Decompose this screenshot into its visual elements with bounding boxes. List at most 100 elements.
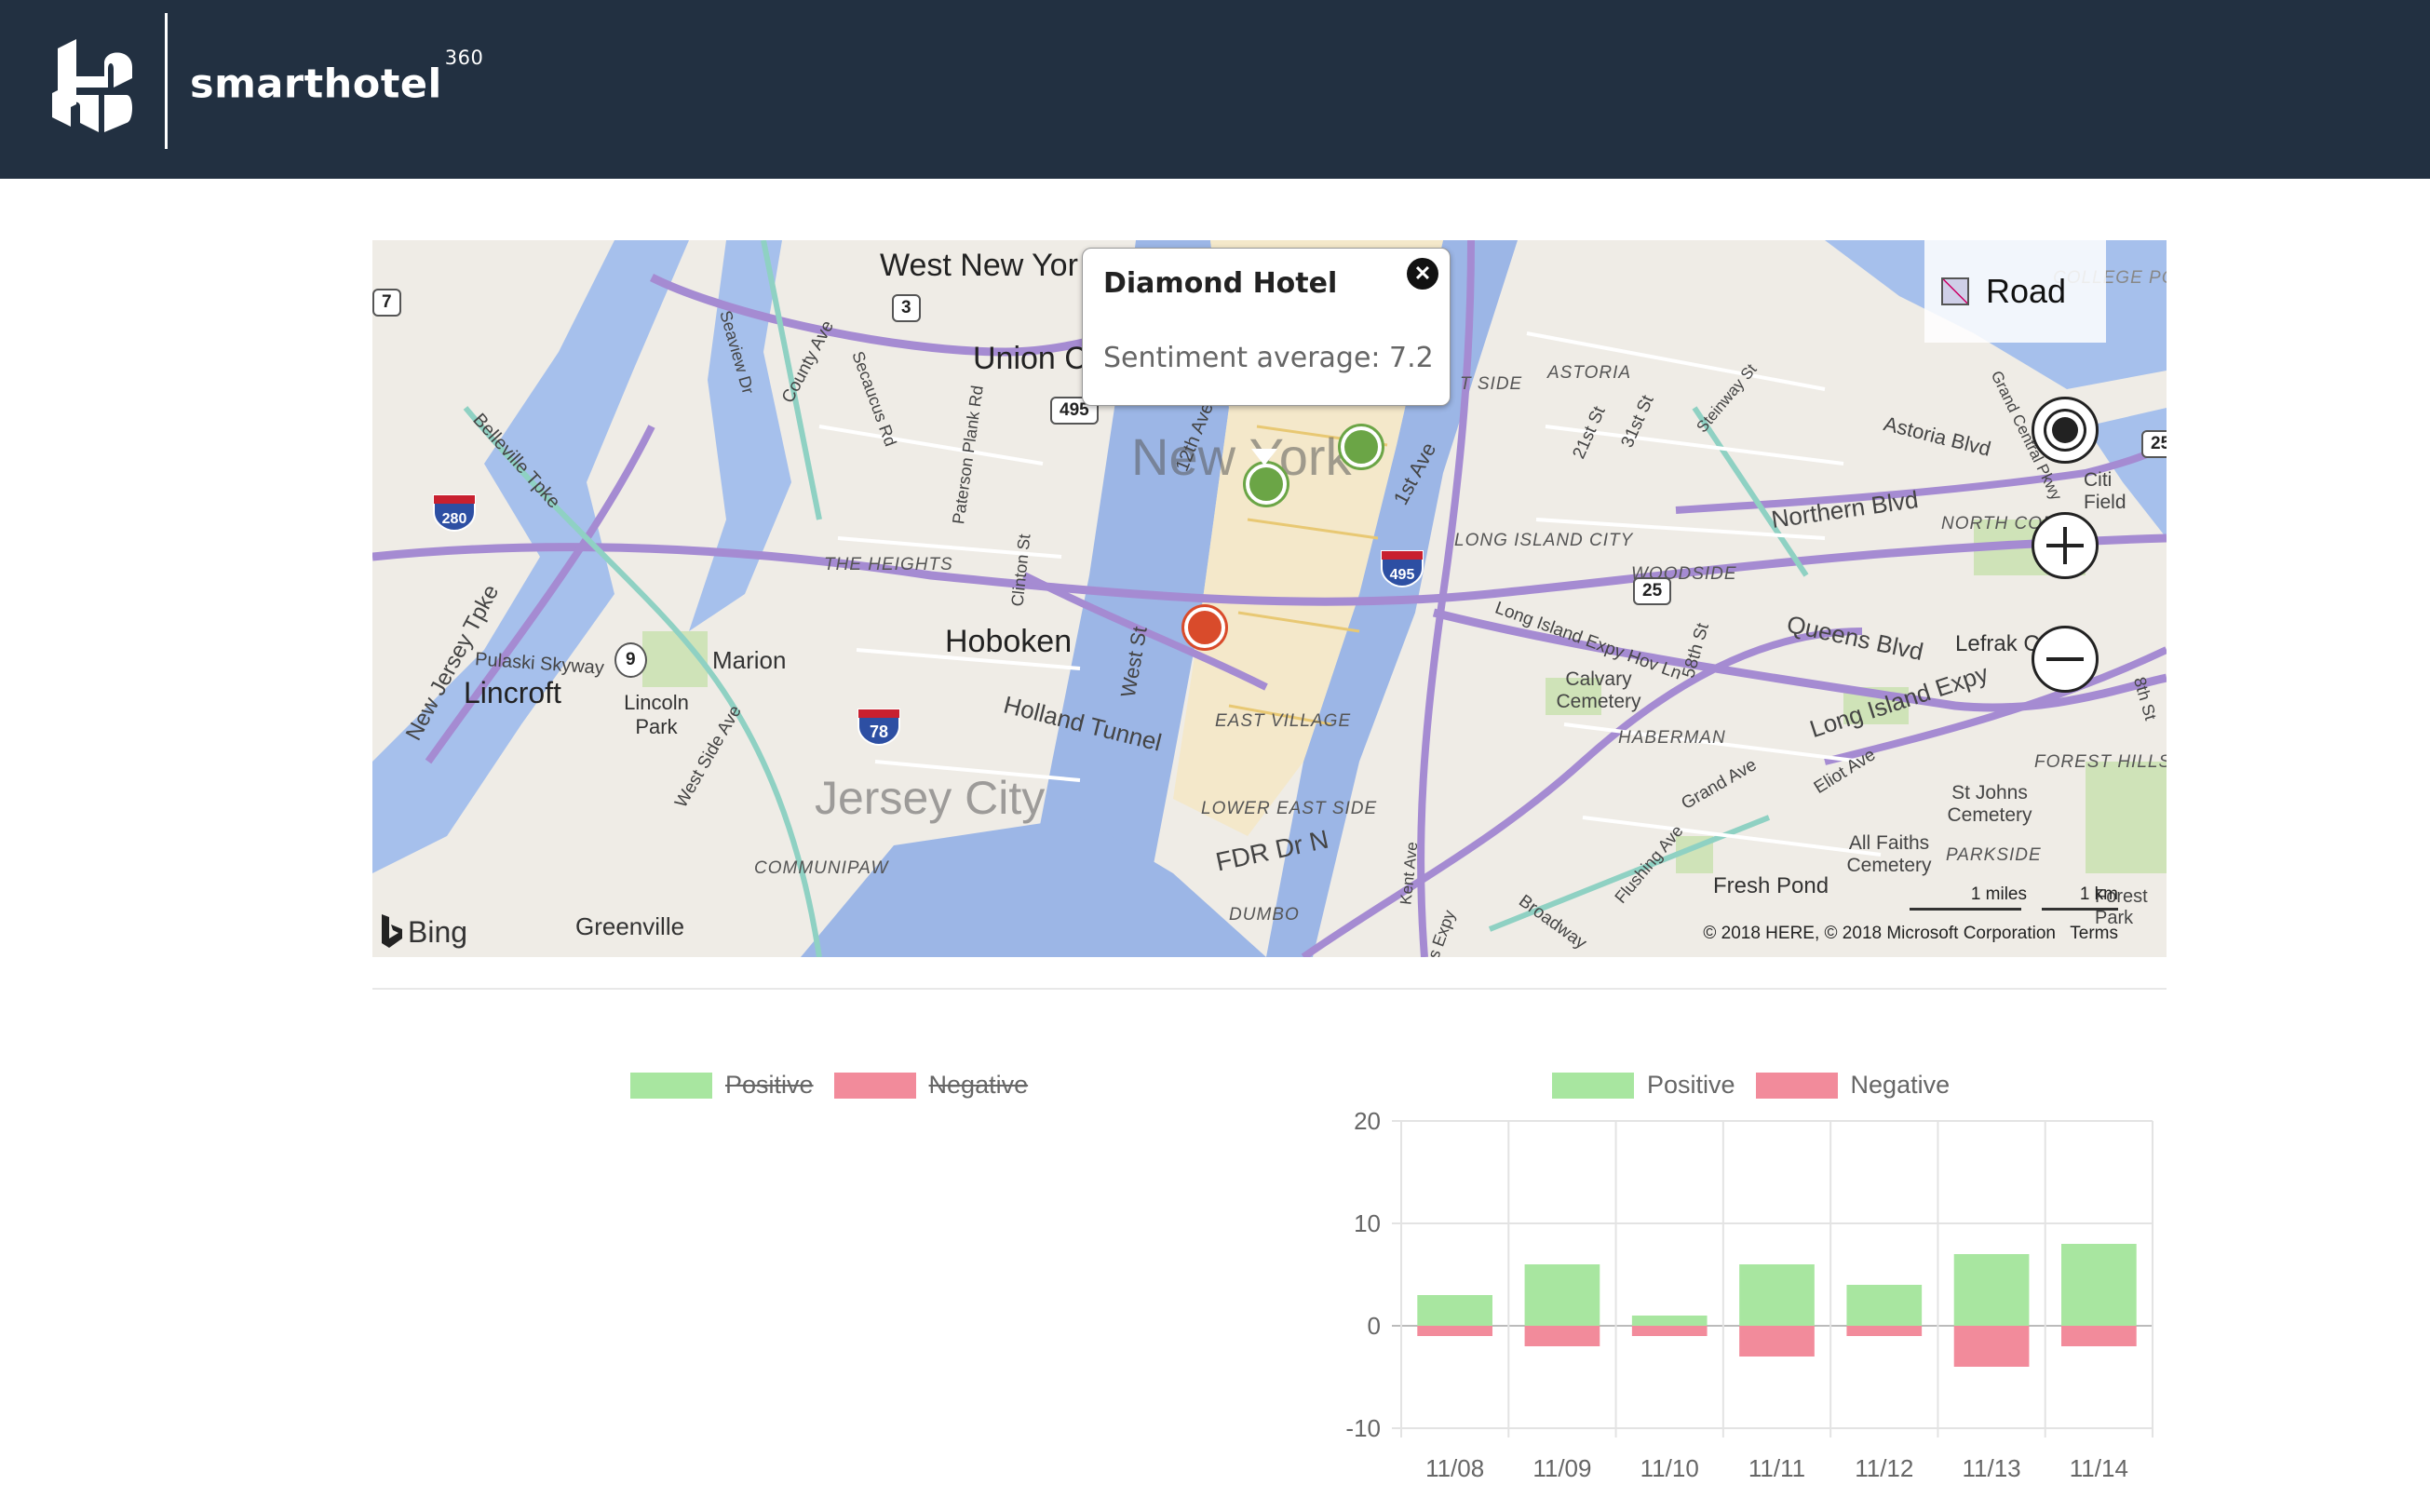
route-shield-25-edge: 25: [2141, 430, 2167, 458]
section-divider: [372, 988, 2167, 990]
bar-negative-11-08[interactable]: [1417, 1326, 1492, 1336]
sentiment-bar-chart: -10 0 10 20 11/08 11/09 11/10 11/11 11/12 11/13 11…: [1345, 1107, 2153, 1482]
bar-negative-11-13[interactable]: [1953, 1326, 2030, 1367]
route-shield-3: 3: [892, 294, 921, 322]
legend-label-negative-right[interactable]: Negative: [1850, 1071, 1951, 1099]
bing-icon: [382, 914, 402, 948]
zoom-in-button[interactable]: [2032, 512, 2099, 579]
x-tick-label: 11/10: [1640, 1454, 1699, 1482]
map-style-toggle[interactable]: Road: [1924, 240, 2106, 343]
scale-bar-miles: [1910, 908, 2021, 911]
bar-positive-11-13[interactable]: [1953, 1254, 2030, 1326]
interstate-495-label: 495: [1390, 567, 1415, 583]
interstate-280-icon: 280: [433, 494, 476, 533]
x-tick-label: 11/09: [1532, 1454, 1591, 1482]
map-label-jersey-city: Jersey City: [815, 772, 1046, 824]
bar-positive-11-11[interactable]: [1739, 1264, 1815, 1326]
map-label-lincroft: Lincroft: [464, 676, 561, 709]
route-shield-25: 25: [1633, 577, 1672, 605]
map-copyright: © 2018 HERE, © 2018 Microsoft Corporatio…: [1703, 924, 2118, 944]
map-label-calvary: Calvary Cemetery: [1556, 668, 1641, 712]
bar-positive-11-08[interactable]: [1417, 1295, 1492, 1326]
scale-km: 1 km: [2079, 884, 2118, 904]
x-tick-label: 11/11: [1748, 1454, 1805, 1482]
bar-positive-11-09[interactable]: [1524, 1264, 1600, 1326]
x-tick-label: 11/13: [1963, 1454, 2021, 1482]
smarthotel-logo-icon[interactable]: [48, 35, 136, 136]
brand-name: smarthotel360: [190, 47, 484, 108]
y-tick-label: 20: [1354, 1107, 1381, 1135]
copyright-text: © 2018 HERE, © 2018 Microsoft Corporatio…: [1703, 924, 2056, 943]
close-icon[interactable]: ✕: [1407, 258, 1438, 290]
locate-me-button[interactable]: [2032, 397, 2099, 464]
legend-label-negative[interactable]: Negative: [928, 1071, 1029, 1099]
map-label-lower-east-side: LOWER EAST SIDE: [1201, 799, 1378, 818]
map-label-new-york: New York: [1131, 427, 1352, 486]
map-label-long-island-city: LONG ISLAND CITY: [1454, 531, 1634, 550]
scale-miles: 1 miles: [1970, 884, 2027, 904]
map-label-lincoln-park: Lincoln Park: [624, 691, 689, 738]
interstate-78-icon: 78: [857, 709, 900, 747]
x-tick-label: 11/12: [1855, 1454, 1913, 1482]
bing-label: Bing: [408, 914, 468, 949]
map-label-lefrak: Lefrak C: [1955, 631, 2040, 656]
popup-title: Diamond Hotel: [1103, 267, 1338, 300]
sentiment-chart-legend: Positive Negative: [1552, 1071, 1950, 1100]
route-shield-9: 9: [614, 642, 647, 678]
map-label-marion: Marion: [712, 646, 787, 674]
popup-pointer: [1251, 449, 1277, 466]
legend-label-positive-right[interactable]: Positive: [1647, 1071, 1735, 1099]
map-label-haberman: HABERMAN: [1618, 728, 1726, 748]
bing-logo[interactable]: Bing: [380, 914, 467, 950]
interstate-78-label: 78: [870, 722, 888, 741]
hotel-pin-diamond[interactable]: [1246, 464, 1287, 505]
map-label-fresh-pond: Fresh Pond: [1713, 873, 1829, 898]
legend-swatch-positive[interactable]: [630, 1072, 712, 1099]
y-tick-label: -10: [1345, 1414, 1381, 1442]
locate-icon: [2052, 417, 2078, 443]
legend-swatch-negative[interactable]: [833, 1072, 916, 1099]
road-map-icon: [1941, 277, 1969, 305]
legend-swatch-positive-right[interactable]: [1552, 1072, 1634, 1099]
route-shield-7: 7: [372, 289, 401, 317]
bar-positive-11-12[interactable]: [1846, 1285, 1923, 1326]
y-tick-label: 0: [1368, 1312, 1381, 1340]
map-label-st-johns: St Johns Cemetery: [1947, 782, 2032, 826]
legend-swatch-negative-right[interactable]: [1755, 1072, 1838, 1099]
logo-divider: [165, 13, 168, 149]
bar-negative-11-12[interactable]: [1846, 1326, 1923, 1336]
hotel-pin-green[interactable]: [1341, 426, 1382, 467]
y-tick-label: 10: [1354, 1209, 1381, 1237]
hotel-pin-red[interactable]: [1184, 607, 1225, 648]
legend-label-positive[interactable]: Positive: [725, 1071, 814, 1099]
bar-positive-11-10[interactable]: [1631, 1316, 1708, 1326]
scale-bar-km: [2042, 908, 2118, 911]
zoom-out-button[interactable]: [2032, 626, 2099, 693]
interstate-495-icon: 495: [1381, 550, 1424, 588]
map-label-west-new-york: West New Yor: [880, 248, 1078, 283]
bar-negative-11-11[interactable]: [1739, 1326, 1815, 1357]
bar-negative-11-14[interactable]: [2061, 1326, 2137, 1346]
popup-sentiment: Sentiment average: 7.2: [1103, 342, 1434, 374]
map-label-astoria: ASTORIA: [1547, 363, 1632, 383]
map-label-communipaw: COMMUNIPAW: [754, 858, 889, 878]
map-label-north-corona: NORTH COR: [1941, 514, 2057, 533]
x-tick-label: 11/08: [1425, 1454, 1484, 1482]
bar-negative-11-09[interactable]: [1524, 1326, 1600, 1346]
bar-positive-11-14[interactable]: [2061, 1244, 2137, 1326]
bar-negative-11-10[interactable]: [1631, 1326, 1708, 1336]
x-tick-label: 11/14: [2070, 1454, 2128, 1482]
terms-link[interactable]: Terms: [2070, 924, 2118, 943]
hotel-popup: Diamond Hotel Sentiment average: 7.2 ✕: [1082, 248, 1451, 406]
plus-icon-stem: [2063, 527, 2067, 564]
app-header: smarthotel360: [0, 0, 2430, 179]
map-label-east-side: T SIDE: [1460, 374, 1523, 394]
map-label-the-heights: THE HEIGHTS: [824, 555, 953, 574]
left-chart-legend: Positive Negative: [630, 1071, 1028, 1100]
map-label-east-village: EAST VILLAGE: [1215, 711, 1352, 731]
map-label-parkside: PARKSIDE: [1946, 845, 2042, 865]
map-label-union-city: Union C: [973, 341, 1087, 376]
map-label-hoboken: Hoboken: [945, 624, 1073, 659]
map-label-greenville: Greenville: [575, 912, 685, 940]
map-view[interactable]: New York Jersey City West New Yor Union …: [372, 240, 2167, 957]
